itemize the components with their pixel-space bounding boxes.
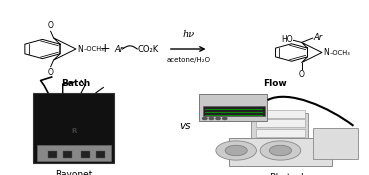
Text: –OCH₃: –OCH₃ <box>84 46 105 52</box>
Text: Batch: Batch <box>61 79 90 88</box>
Text: HO: HO <box>281 35 292 44</box>
Text: O: O <box>48 21 54 30</box>
Circle shape <box>203 117 207 120</box>
Text: Rayonet: Rayonet <box>55 170 93 175</box>
Text: R: R <box>71 128 76 134</box>
FancyBboxPatch shape <box>251 113 308 138</box>
FancyBboxPatch shape <box>256 119 305 127</box>
Text: easy-Photochem: easy-Photochem <box>246 173 322 175</box>
Text: O: O <box>299 70 304 79</box>
Text: Flow: Flow <box>263 79 287 88</box>
Text: hν: hν <box>182 30 194 39</box>
FancyBboxPatch shape <box>313 128 358 159</box>
Circle shape <box>216 141 256 160</box>
FancyBboxPatch shape <box>37 145 111 161</box>
Circle shape <box>260 141 301 160</box>
FancyBboxPatch shape <box>203 106 265 116</box>
Circle shape <box>225 145 247 156</box>
FancyBboxPatch shape <box>96 150 105 158</box>
FancyBboxPatch shape <box>48 150 57 158</box>
Text: acetone/H₂O: acetone/H₂O <box>166 57 210 63</box>
FancyBboxPatch shape <box>81 150 90 158</box>
Circle shape <box>269 145 292 156</box>
FancyBboxPatch shape <box>199 94 268 121</box>
Circle shape <box>209 117 214 120</box>
Circle shape <box>216 117 220 120</box>
Text: N: N <box>77 44 83 54</box>
FancyBboxPatch shape <box>229 138 332 166</box>
Text: Ar: Ar <box>114 44 124 54</box>
Text: O: O <box>48 68 54 77</box>
Text: +: + <box>100 43 110 55</box>
Text: vs: vs <box>179 121 190 131</box>
FancyBboxPatch shape <box>63 150 72 158</box>
Text: N: N <box>323 48 329 57</box>
Text: –OCH₃: –OCH₃ <box>330 50 351 55</box>
FancyBboxPatch shape <box>33 93 114 163</box>
Text: CO₂K: CO₂K <box>138 44 159 54</box>
FancyBboxPatch shape <box>256 129 305 137</box>
FancyBboxPatch shape <box>256 110 305 118</box>
Circle shape <box>223 117 227 120</box>
Text: Ar: Ar <box>314 33 323 42</box>
